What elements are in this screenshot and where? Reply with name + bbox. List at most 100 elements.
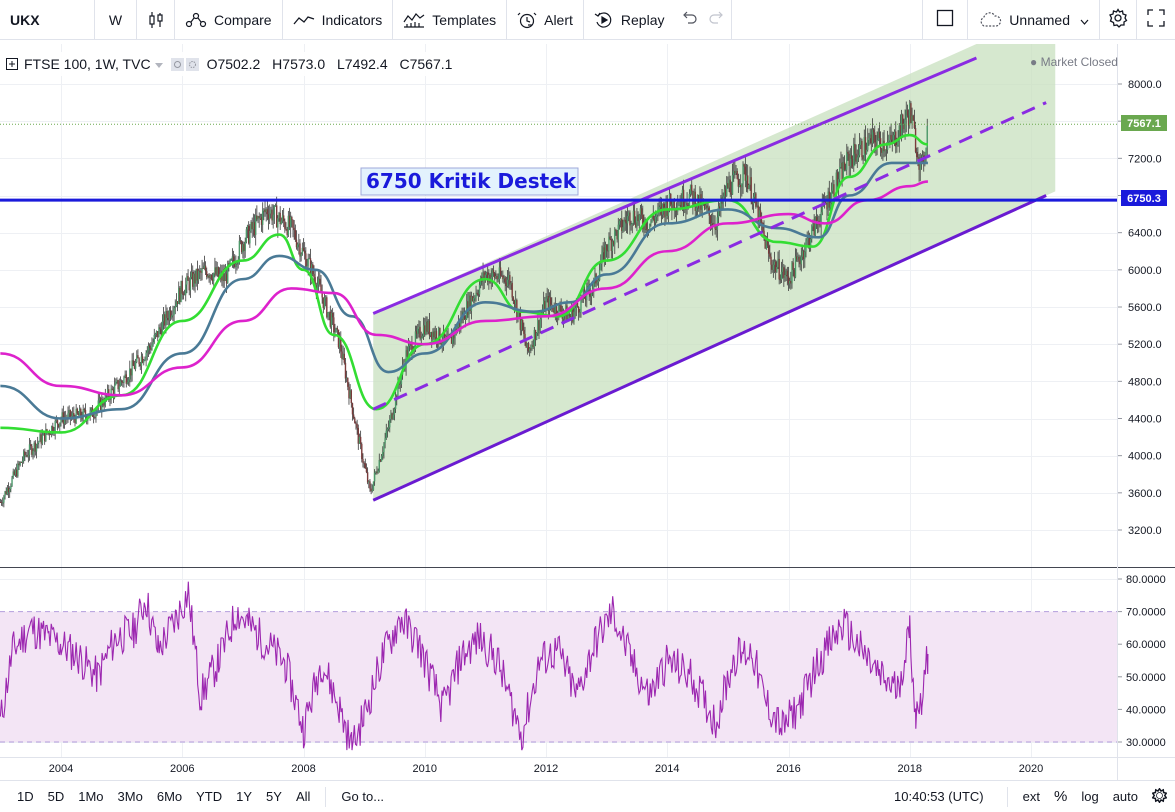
legend-dropdown-icon[interactable] bbox=[154, 56, 163, 72]
rsi-axis[interactable]: 30.0000 40.0000 50.0000 60.0000 70.0000 80.00… bbox=[1118, 568, 1175, 757]
time-axis[interactable]: 2004 2006 2008 2010 2012 2014 2016 2018 2020 bbox=[49, 763, 1043, 775]
candle-body bbox=[531, 345, 533, 349]
candle-body bbox=[36, 442, 39, 445]
templates-button[interactable]: Templates bbox=[393, 0, 508, 40]
candle-body bbox=[22, 451, 25, 461]
candle-body bbox=[779, 279, 782, 281]
candle-body bbox=[801, 250, 804, 257]
ext-toggle[interactable]: ext bbox=[1022, 789, 1040, 804]
candle-body bbox=[206, 271, 208, 278]
legend-settings-icon[interactable] bbox=[185, 57, 199, 71]
expand-plus-icon[interactable] bbox=[6, 58, 18, 70]
candle-body bbox=[788, 280, 791, 284]
gear-icon[interactable] bbox=[1145, 786, 1175, 806]
interval-button[interactable]: W bbox=[95, 0, 137, 40]
candle-body bbox=[305, 253, 307, 269]
candle-body bbox=[34, 442, 37, 452]
candle-body bbox=[411, 342, 413, 354]
undo-button[interactable] bbox=[675, 0, 703, 40]
clock-label[interactable]: 10:40:53 (UTC) bbox=[894, 789, 984, 804]
candle-body bbox=[475, 292, 477, 298]
goto-button[interactable]: Go to... bbox=[341, 789, 385, 804]
layout-name-button[interactable]: Unnamed bbox=[968, 0, 1100, 40]
range-1mo[interactable]: 1Mo bbox=[78, 789, 104, 804]
candle-body bbox=[209, 274, 211, 278]
annotation-box[interactable]: 6750 Kritik Destek bbox=[360, 167, 579, 196]
candle-body bbox=[299, 243, 301, 257]
settings-button[interactable] bbox=[1100, 0, 1137, 40]
candle-body bbox=[876, 140, 878, 149]
candle-body bbox=[415, 331, 418, 334]
candle-body bbox=[347, 377, 349, 387]
candle-body bbox=[867, 139, 869, 150]
replay-icon bbox=[594, 11, 614, 29]
candle-body bbox=[258, 216, 260, 219]
price-axis[interactable]: 3200.0 3600.0 4000.0 4400.0 4800.0 5200.0 5600… bbox=[1118, 44, 1175, 567]
candle-body bbox=[253, 222, 256, 236]
legend-title[interactable]: FTSE 100, 1W, TVC bbox=[24, 56, 151, 72]
candle-body bbox=[643, 224, 645, 230]
candle-body bbox=[326, 297, 328, 318]
candle-body bbox=[840, 162, 842, 168]
candle-body bbox=[54, 420, 56, 433]
candle-body bbox=[130, 368, 132, 376]
compare-button[interactable]: Compare bbox=[175, 0, 283, 40]
symbol-search-button[interactable]: UKX bbox=[0, 0, 95, 40]
candle-body bbox=[487, 272, 489, 282]
redo-button[interactable] bbox=[703, 0, 732, 40]
candle-body bbox=[786, 270, 789, 277]
last-price-badge: 7567.1 bbox=[1121, 115, 1167, 131]
candle-body bbox=[698, 194, 700, 209]
eye-icon[interactable] bbox=[170, 57, 184, 71]
log-toggle[interactable]: log bbox=[1081, 789, 1099, 804]
candle-body bbox=[427, 320, 429, 332]
candle-body bbox=[348, 386, 350, 399]
candle-body bbox=[850, 155, 853, 159]
percent-toggle[interactable]: % bbox=[1053, 788, 1068, 805]
candle-body bbox=[833, 184, 835, 197]
candle-body bbox=[525, 342, 527, 348]
replay-button[interactable]: Replay bbox=[584, 0, 675, 40]
range-3mo[interactable]: 3Mo bbox=[117, 789, 143, 804]
range-1y[interactable]: 1Y bbox=[236, 789, 253, 804]
candle-body bbox=[153, 334, 155, 343]
range-ytd[interactable]: YTD bbox=[196, 789, 223, 804]
candle-body bbox=[173, 308, 175, 315]
candle-body bbox=[649, 223, 651, 231]
candle-body bbox=[321, 293, 323, 298]
candle-body bbox=[705, 205, 707, 209]
range-1d[interactable]: 1D bbox=[17, 789, 34, 804]
range-all[interactable]: All bbox=[295, 789, 311, 804]
candle-body bbox=[140, 356, 143, 366]
alert-button[interactable]: Alert bbox=[507, 0, 584, 40]
auto-toggle[interactable]: auto bbox=[1112, 789, 1138, 804]
candle-body bbox=[168, 310, 171, 321]
candle-body bbox=[653, 219, 656, 223]
indicators-button[interactable]: Indicators bbox=[283, 0, 394, 40]
chart-style-button[interactable] bbox=[137, 0, 175, 40]
candle-body bbox=[603, 247, 605, 262]
price-tick-label: 4400.0 bbox=[1128, 414, 1162, 426]
candle-body bbox=[916, 151, 918, 158]
range-5d[interactable]: 5D bbox=[47, 789, 65, 804]
candle-body bbox=[727, 183, 729, 188]
chart-canvas[interactable]: 3200.0 3600.0 4000.0 4400.0 4800.0 5200.0 5600… bbox=[0, 40, 1175, 780]
candle-body bbox=[781, 267, 784, 272]
candle-body bbox=[390, 413, 392, 420]
candle-body bbox=[745, 175, 748, 181]
fullscreen-toggle-button[interactable] bbox=[922, 0, 969, 40]
candle-body bbox=[537, 320, 539, 333]
candle-body bbox=[406, 350, 408, 357]
cloud-icon bbox=[978, 11, 1002, 28]
candle-body bbox=[544, 300, 546, 312]
range-5y[interactable]: 5Y bbox=[266, 789, 282, 804]
candles bbox=[0, 99, 928, 508]
candle-body bbox=[450, 336, 453, 344]
candle-body bbox=[905, 110, 907, 120]
fullscreen-button[interactable] bbox=[1137, 0, 1175, 40]
price-axis-bg bbox=[1118, 44, 1175, 567]
gear-icon bbox=[1108, 8, 1128, 31]
candle-body bbox=[116, 380, 118, 382]
range-6mo[interactable]: 6Mo bbox=[156, 789, 183, 804]
indicators-label: Indicators bbox=[321, 11, 383, 28]
